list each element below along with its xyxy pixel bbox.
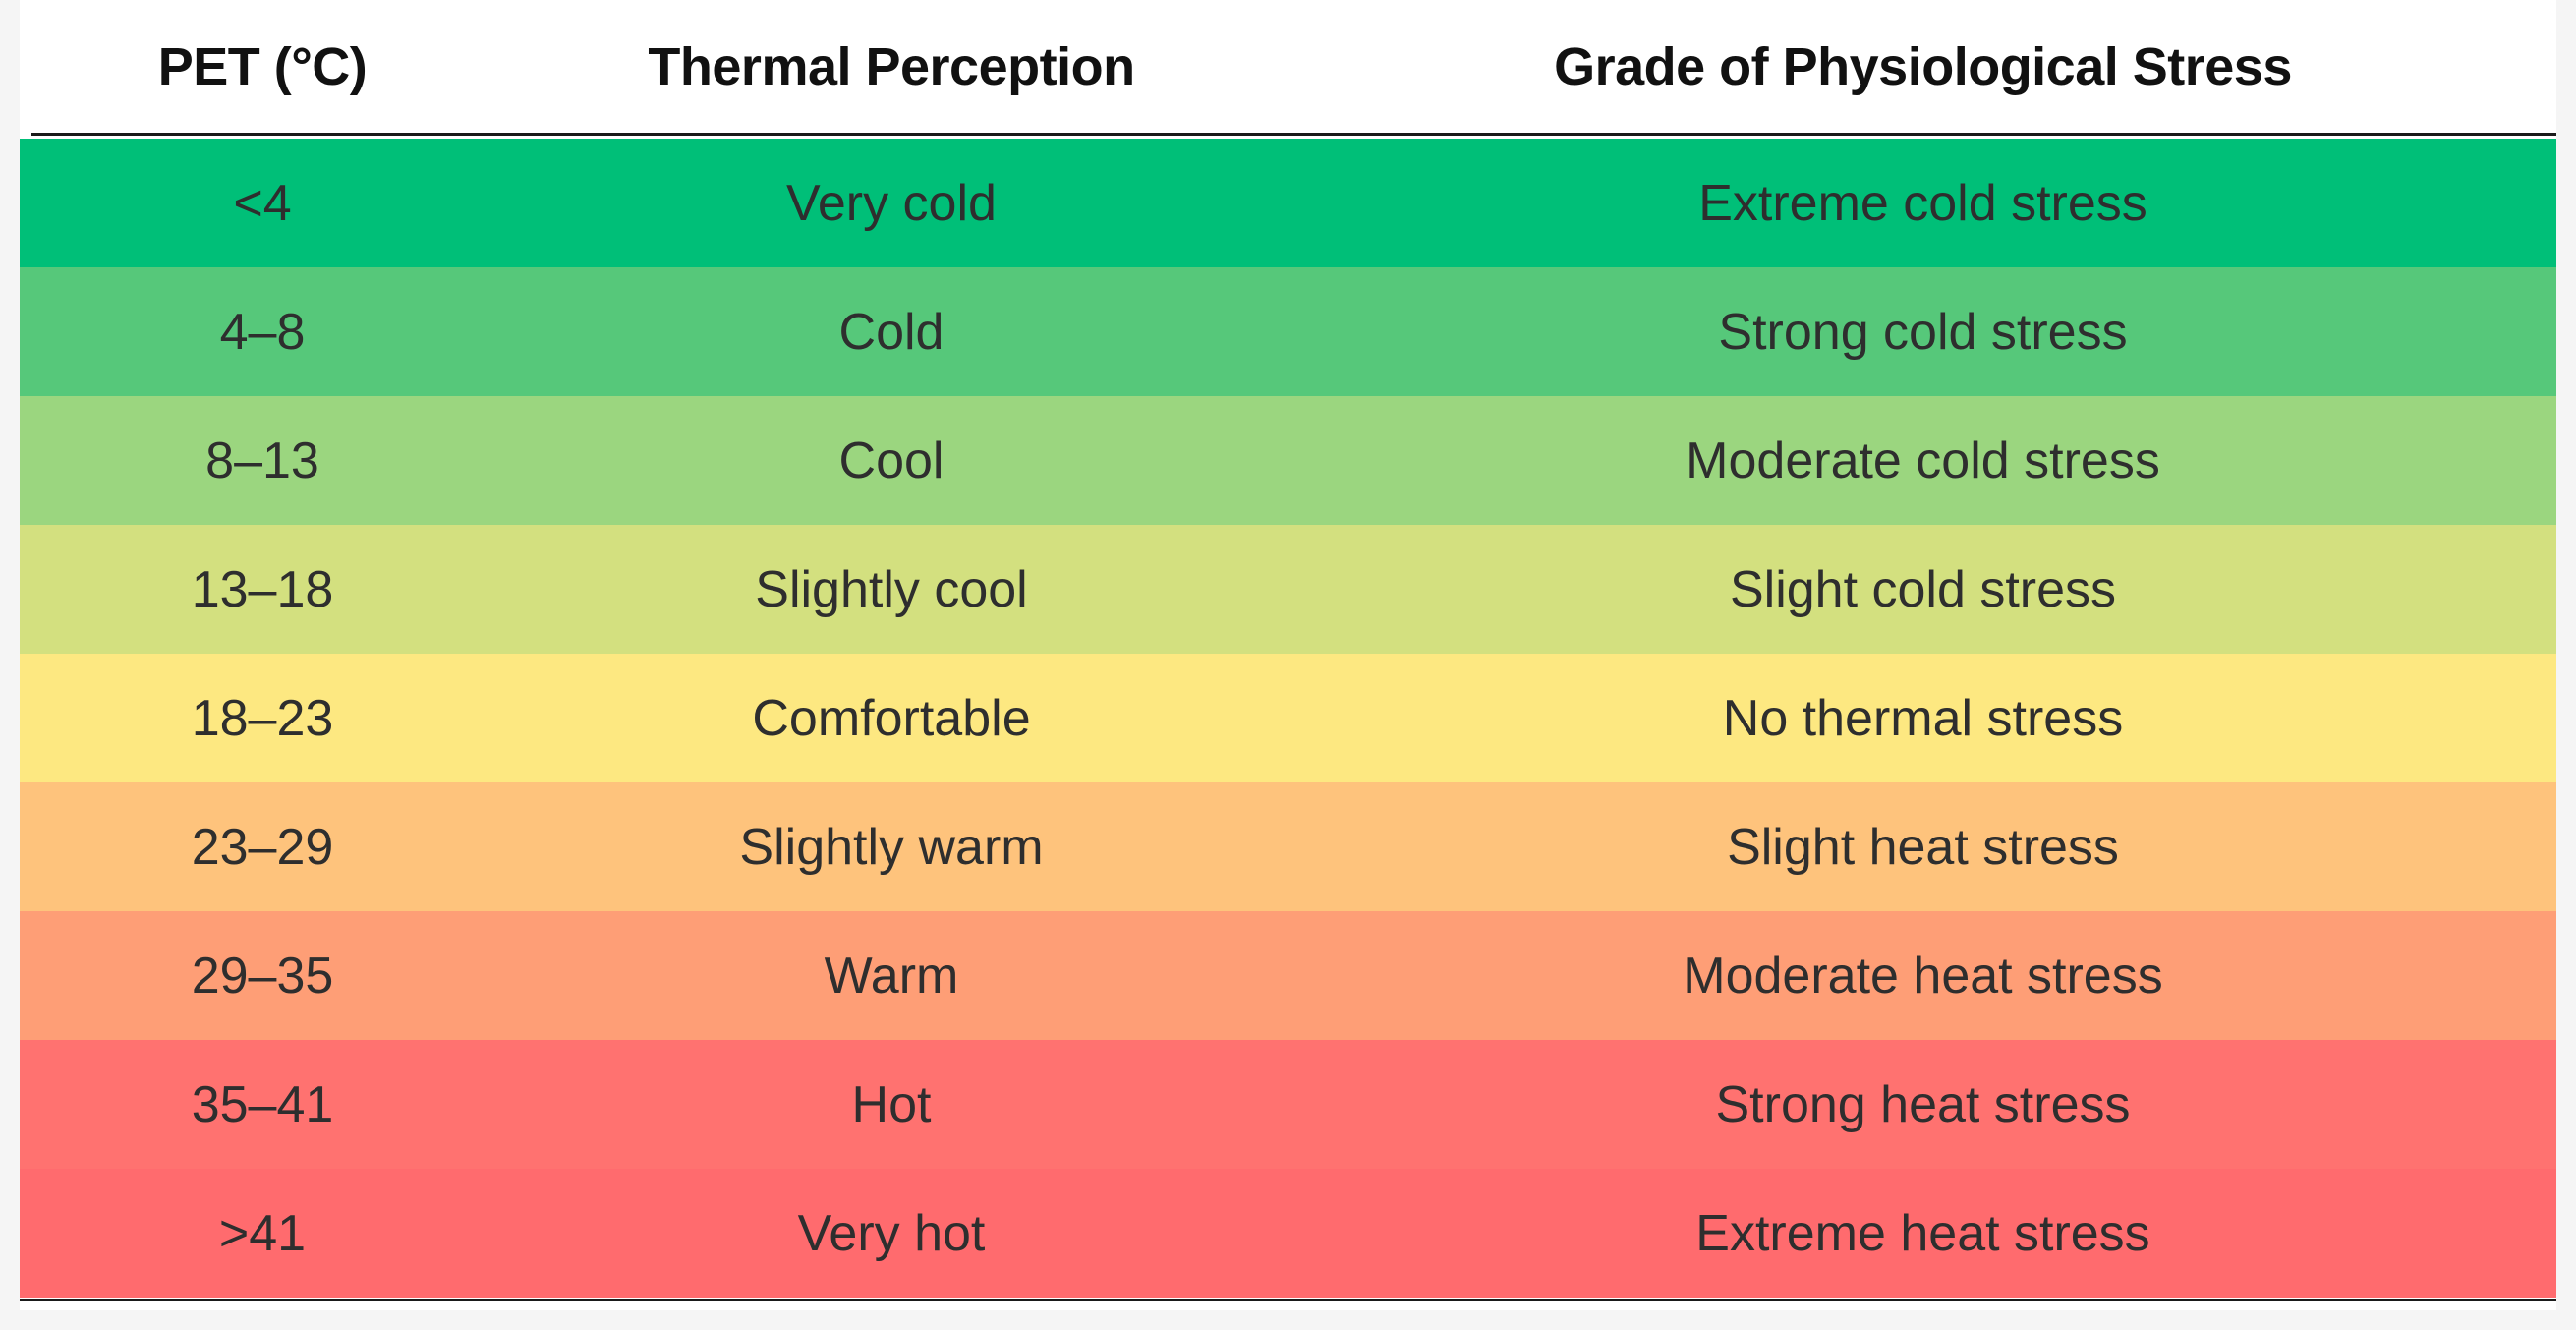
cell-pet: 4–8 xyxy=(219,303,306,361)
cell-stress: Slight heat stress xyxy=(1727,818,2119,876)
cell-perception: Comfortable xyxy=(752,689,1031,747)
cell-pet: 8–13 xyxy=(205,432,319,490)
cell-pet: >41 xyxy=(218,1204,307,1262)
header-physiological-stress: Grade of Physiological Stress xyxy=(1554,36,2292,96)
cell-pet: 23–29 xyxy=(191,818,334,876)
cell-stress: Extreme heat stress xyxy=(1695,1204,2150,1262)
table-row: 4–8 Cold Strong cold stress xyxy=(20,267,2556,396)
cell-pet: <4 xyxy=(233,174,292,232)
cell-pet: 18–23 xyxy=(191,689,334,747)
cell-stress: Slight cold stress xyxy=(1729,560,2117,618)
table-row: 18–23 Comfortable No thermal stress xyxy=(20,654,2556,782)
cell-stress: Moderate cold stress xyxy=(1686,432,2160,490)
cell-perception: Slightly warm xyxy=(739,818,1044,876)
cell-pet: 13–18 xyxy=(191,560,334,618)
table-header: PET (°C) Thermal Perception Grade of Phy… xyxy=(31,0,2556,136)
cell-stress: No thermal stress xyxy=(1722,689,2124,747)
table-row: 29–35 Warm Moderate heat stress xyxy=(20,911,2556,1040)
header-thermal-perception: Thermal Perception xyxy=(648,36,1135,96)
table-row: <4 Very cold Extreme cold stress xyxy=(20,139,2556,267)
cell-perception: Cold xyxy=(838,303,945,361)
table-row: 23–29 Slightly warm Slight heat stress xyxy=(20,782,2556,911)
table-row: 13–18 Slightly cool Slight cold stress xyxy=(20,525,2556,654)
cell-perception: Cool xyxy=(838,432,945,490)
cell-stress: Strong heat stress xyxy=(1715,1075,2131,1133)
header-pet: PET (°C) xyxy=(157,36,368,96)
cell-perception: Slightly cool xyxy=(755,560,1028,618)
cell-perception: Very hot xyxy=(797,1204,986,1262)
cell-stress: Moderate heat stress xyxy=(1683,947,2163,1005)
pet-classification-table: PET (°C) Thermal Perception Grade of Phy… xyxy=(20,0,2556,1310)
table-row: 8–13 Cool Moderate cold stress xyxy=(20,396,2556,525)
cell-perception: Warm xyxy=(824,947,959,1005)
table-row: 35–41 Hot Strong heat stress xyxy=(20,1040,2556,1169)
cell-stress: Extreme cold stress xyxy=(1698,174,2147,232)
table-row: >41 Very hot Extreme heat stress xyxy=(20,1169,2556,1298)
cell-perception: Very cold xyxy=(786,174,997,232)
cell-pet: 29–35 xyxy=(191,947,334,1005)
cell-pet: 35–41 xyxy=(191,1075,334,1133)
table-body: <4 Very cold Extreme cold stress 4–8 Col… xyxy=(20,139,2556,1301)
cell-perception: Hot xyxy=(851,1075,932,1133)
cell-stress: Strong cold stress xyxy=(1718,303,2128,361)
